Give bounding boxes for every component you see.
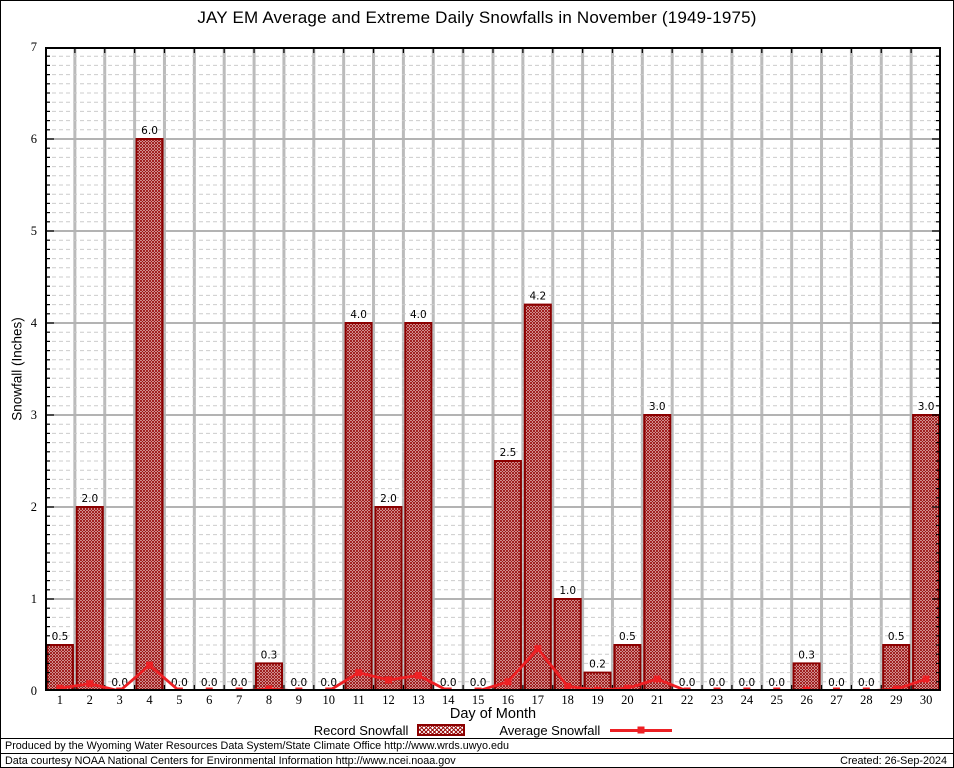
y-tick-label: 7 — [7, 40, 37, 54]
record-bar — [883, 645, 909, 691]
average-point — [415, 672, 422, 679]
bar-value-label: 0.0 — [828, 677, 845, 689]
chart-window: JAY EM Average and Extreme Daily Snowfal… — [0, 0, 954, 768]
bar-value-label: 4.0 — [410, 309, 427, 321]
average-point — [504, 678, 511, 685]
bar-value-label: 0.0 — [739, 677, 756, 689]
average-point — [385, 676, 392, 683]
bar-value-label: 6.0 — [141, 125, 158, 137]
bar-value-label: 2.5 — [500, 447, 517, 459]
chart-title: JAY EM Average and Extreme Daily Snowfal… — [1, 8, 953, 28]
record-bar — [525, 305, 551, 691]
x-axis-label: Day of Month — [45, 706, 941, 722]
y-tick-label: 1 — [7, 592, 37, 606]
bar-value-label: 3.0 — [649, 401, 666, 413]
y-tick-label: 6 — [7, 132, 37, 146]
record-bar — [405, 323, 431, 691]
bar-value-label: 0.0 — [768, 677, 785, 689]
bar-value-label: 0.3 — [261, 649, 278, 661]
bar-value-label: 0.5 — [52, 631, 69, 643]
average-point — [923, 676, 930, 683]
record-bar — [346, 323, 372, 691]
average-snowfall-line-icon — [610, 729, 672, 732]
bar-value-label: 0.0 — [231, 677, 248, 689]
legend-record-label: Record Snowfall — [314, 723, 409, 738]
record-bar — [77, 507, 103, 691]
legend-average-label: Average Snowfall — [499, 723, 600, 738]
footer-source-text: Data courtesy NOAA National Centers for … — [5, 755, 456, 767]
bar-value-label: 2.0 — [81, 493, 98, 505]
average-point — [564, 683, 571, 690]
bar-value-label: 3.0 — [918, 401, 935, 413]
average-point — [355, 669, 362, 676]
bar-value-label: 0.0 — [201, 677, 218, 689]
bar-value-label: 4.0 — [350, 309, 367, 321]
bar-value-label: 4.2 — [529, 291, 546, 303]
y-tick-label: 4 — [7, 316, 37, 330]
record-snowfall-swatch-icon — [417, 724, 465, 736]
footer-producer-row: Produced by the Wyoming Water Resources … — [1, 738, 953, 753]
record-bar — [47, 645, 73, 691]
footer-source-row: Data courtesy NOAA National Centers for … — [1, 753, 953, 768]
bar-value-label: 1.0 — [559, 585, 576, 597]
bar-value-label: 0.2 — [589, 659, 606, 671]
bar-value-label: 0.0 — [470, 677, 487, 689]
average-point — [534, 645, 541, 652]
record-bar — [375, 507, 401, 691]
bar-value-label: 0.0 — [291, 677, 308, 689]
bar-value-label: 0.5 — [619, 631, 636, 643]
bar-value-label: 2.0 — [380, 493, 397, 505]
record-bar — [137, 139, 163, 691]
record-bar — [913, 415, 939, 691]
average-point — [86, 680, 93, 687]
footer-created-text: Created: 26-Sep-2024 — [840, 755, 947, 767]
bar-value-label: 0.0 — [858, 677, 875, 689]
bar-value-label: 0.0 — [709, 677, 726, 689]
plot-area: 0.5 2.0 0.0 6.0 0.0 0.0 0.0 0.3 0.0 0.0 4.0 2.0 4.0 0… — [45, 47, 941, 691]
legend: Record Snowfall Average Snowfall — [45, 722, 941, 738]
y-tick-label: 5 — [7, 224, 37, 238]
y-tick-label: 3 — [7, 408, 37, 422]
record-bar — [555, 599, 581, 691]
y-tick-label: 0 — [7, 684, 37, 698]
y-axis-label: Snowfall (Inches) — [10, 317, 25, 421]
record-bar — [495, 461, 521, 691]
footer-producer-text: Produced by the Wyoming Water Resources … — [5, 740, 509, 752]
snowfall-chart: 0.5 2.0 0.0 6.0 0.0 0.0 0.0 0.3 0.0 0.0 4.0 2.0 4.0 0… — [45, 47, 941, 691]
bar-value-label: 0.3 — [798, 649, 815, 661]
y-tick-label: 2 — [7, 500, 37, 514]
record-bar — [644, 415, 670, 691]
bar-value-label: 0.5 — [888, 631, 905, 643]
average-point — [146, 662, 153, 669]
average-point — [654, 676, 661, 683]
